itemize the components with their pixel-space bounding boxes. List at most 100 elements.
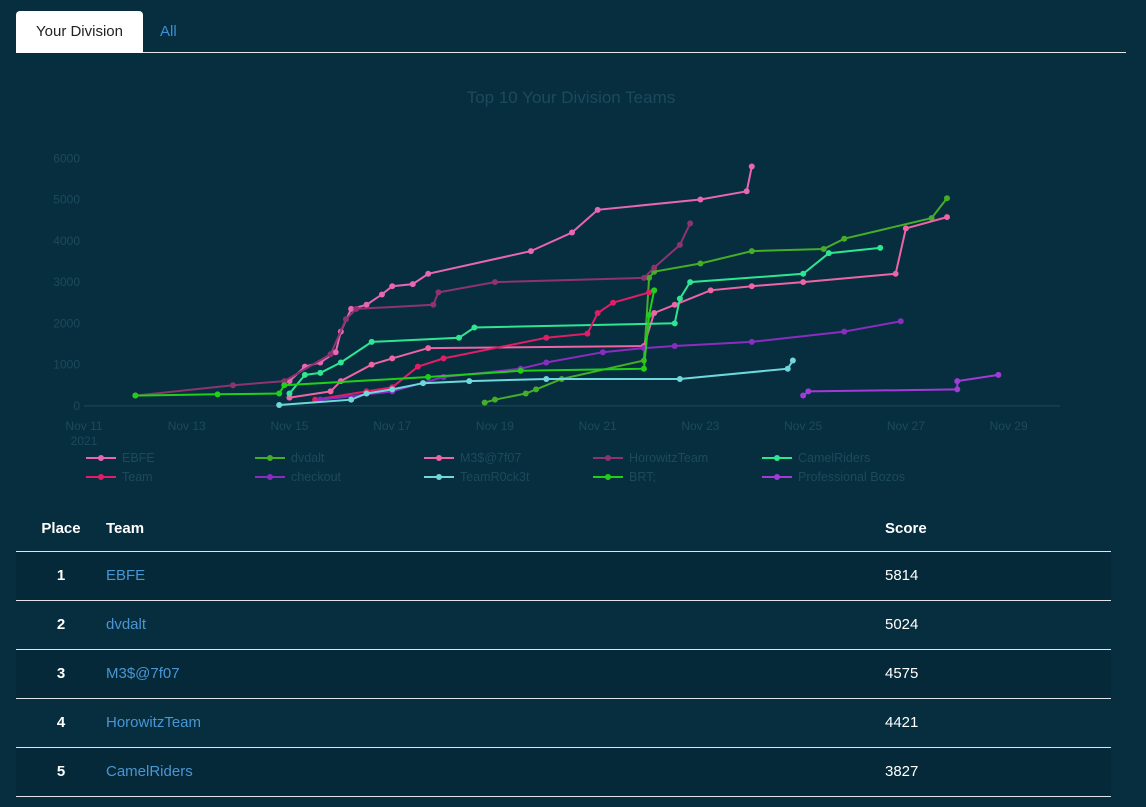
legend-item[interactable]: BRT; (593, 470, 656, 484)
data-point[interactable] (820, 246, 827, 253)
data-point[interactable] (132, 392, 139, 399)
data-point[interactable] (594, 206, 601, 213)
data-point[interactable] (527, 248, 534, 255)
data-point[interactable] (543, 334, 550, 341)
data-point[interactable] (517, 367, 524, 374)
data-point[interactable] (671, 343, 678, 350)
data-point[interactable] (805, 388, 812, 395)
legend-item[interactable]: CamelRiders (762, 451, 870, 465)
data-point[interactable] (651, 310, 658, 317)
data-point[interactable] (646, 312, 653, 319)
data-point[interactable] (646, 274, 653, 281)
data-point[interactable] (440, 355, 447, 362)
data-point[interactable] (368, 361, 375, 368)
data-point[interactable] (312, 396, 319, 403)
legend-item[interactable]: M3$@7f07 (424, 451, 521, 465)
data-point[interactable] (281, 382, 288, 389)
legend-item[interactable]: HorowitzTeam (593, 451, 708, 465)
data-point[interactable] (928, 215, 935, 222)
data-point[interactable] (286, 390, 293, 397)
team-link[interactable]: HorowitzTeam (106, 698, 885, 748)
data-point[interactable] (599, 349, 606, 356)
data-point[interactable] (676, 376, 683, 383)
data-point[interactable] (337, 359, 344, 366)
data-point[interactable] (332, 349, 339, 356)
data-point[interactable] (784, 365, 791, 372)
team-link[interactable]: M3$@7f07 (106, 649, 885, 699)
data-point[interactable] (748, 283, 755, 290)
team-link[interactable]: CamelRiders (106, 747, 885, 797)
data-point[interactable] (420, 380, 427, 387)
legend-item[interactable]: EBFE (86, 451, 155, 465)
data-point[interactable] (389, 386, 396, 393)
data-point[interactable] (954, 378, 961, 385)
data-point[interactable] (281, 378, 288, 385)
data-point[interactable] (425, 373, 432, 380)
tab-all[interactable]: All (160, 23, 177, 40)
data-point[interactable] (748, 163, 755, 170)
data-point[interactable] (902, 225, 909, 232)
legend-item[interactable]: TeamR0ck3t (424, 470, 530, 484)
data-point[interactable] (800, 392, 807, 399)
data-point[interactable] (276, 390, 283, 397)
data-point[interactable] (594, 310, 601, 317)
data-point[interactable] (671, 301, 678, 308)
data-point[interactable] (301, 371, 308, 378)
data-point[interactable] (409, 281, 416, 288)
data-point[interactable] (491, 396, 498, 403)
data-point[interactable] (466, 378, 473, 385)
data-point[interactable] (697, 196, 704, 203)
data-point[interactable] (671, 320, 678, 327)
data-point[interactable] (363, 301, 370, 308)
data-point[interactable] (640, 365, 647, 372)
data-point[interactable] (697, 260, 704, 267)
data-point[interactable] (897, 318, 904, 325)
data-point[interactable] (584, 330, 591, 337)
data-point[interactable] (317, 369, 324, 376)
data-point[interactable] (229, 382, 236, 389)
data-point[interactable] (327, 351, 334, 358)
data-point[interactable] (348, 305, 355, 312)
data-point[interactable] (892, 270, 899, 277)
data-point[interactable] (687, 279, 694, 286)
data-point[interactable] (491, 279, 498, 286)
data-point[interactable] (543, 376, 550, 383)
data-point[interactable] (353, 305, 360, 312)
legend-item[interactable]: checkout (255, 470, 342, 484)
data-point[interactable] (214, 391, 221, 398)
data-point[interactable] (825, 250, 832, 257)
data-point[interactable] (543, 359, 550, 366)
data-point[interactable] (327, 388, 334, 395)
data-point[interactable] (640, 274, 647, 281)
legend-item[interactable]: Team (86, 470, 153, 484)
data-point[interactable] (348, 396, 355, 403)
data-point[interactable] (522, 390, 529, 397)
data-point[interactable] (425, 270, 432, 277)
data-point[interactable] (841, 235, 848, 242)
data-point[interactable] (789, 357, 796, 364)
data-point[interactable] (533, 386, 540, 393)
data-point[interactable] (800, 279, 807, 286)
legend-item[interactable]: Professional Bozos (762, 470, 905, 484)
data-point[interactable] (877, 244, 884, 251)
data-point[interactable] (610, 299, 617, 306)
data-point[interactable] (569, 229, 575, 236)
data-point[interactable] (707, 287, 714, 294)
data-point[interactable] (687, 220, 694, 227)
data-point[interactable] (954, 386, 961, 393)
data-point[interactable] (995, 371, 1002, 378)
data-point[interactable] (363, 390, 370, 397)
data-point[interactable] (646, 289, 653, 296)
data-point[interactable] (378, 291, 385, 298)
tab-your-division[interactable]: Your Division (16, 11, 143, 53)
data-point[interactable] (471, 324, 478, 331)
data-point[interactable] (748, 338, 755, 345)
data-point[interactable] (425, 345, 432, 352)
data-point[interactable] (481, 399, 488, 406)
legend-item[interactable]: dvdalt (255, 451, 325, 465)
data-point[interactable] (943, 195, 950, 202)
data-point[interactable] (430, 301, 437, 308)
data-point[interactable] (943, 214, 950, 221)
team-link[interactable]: dvdalt (106, 600, 885, 650)
data-point[interactable] (676, 241, 683, 248)
